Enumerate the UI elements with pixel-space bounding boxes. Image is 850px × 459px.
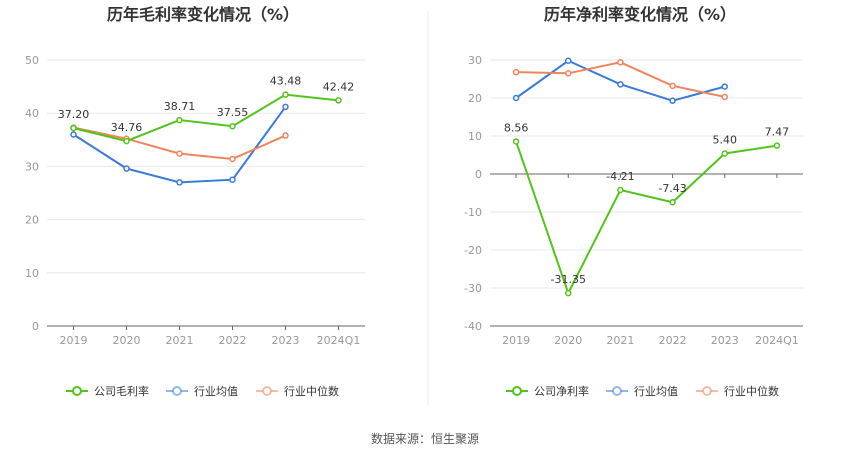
legend-label: 行业均值 (634, 385, 678, 398)
series-point-2 (617, 81, 624, 88)
series-line-3 (516, 61, 725, 98)
data-label: 43.48 (270, 75, 302, 88)
data-label: 37.55 (217, 106, 249, 119)
chart-2: 历年净利率变化情况（%） -40 -30 -20 -10 0 10 20 30 2019 2020 2… (464, 5, 803, 398)
y-tick-label: 20 (468, 92, 482, 105)
series-point-2 (123, 165, 130, 172)
data-label: 34.76 (111, 121, 143, 134)
series-line-1 (73, 93, 339, 143)
series-point-2 (721, 83, 728, 90)
series-point-2 (229, 176, 236, 183)
series-point-2 (176, 179, 183, 186)
x-tick-label: 2024Q1 (317, 334, 361, 347)
y-tick-label: 0 (475, 168, 482, 181)
y-tick-label: 30 (25, 160, 39, 173)
x-tick-label: 2020 (554, 334, 582, 347)
x-tick-label: 2020 (113, 334, 141, 347)
series-point-2 (512, 94, 520, 102)
legend-item-1: 公司净利率 (506, 384, 589, 398)
data-label: 42.42 (323, 80, 355, 93)
data-label: -31.35 (551, 273, 586, 286)
x-tick-label: 2019 (60, 334, 88, 347)
series-point-3 (282, 132, 289, 139)
series-point-1 (229, 122, 236, 130)
y-tick-label: 40 (25, 107, 39, 120)
series-point-3 (617, 59, 624, 66)
y-tick-label: 20 (25, 214, 39, 227)
legend-item-3: 行业中位数 (256, 384, 339, 398)
y-tick-label: 10 (468, 130, 482, 143)
series-point-1 (123, 137, 130, 145)
legend-marker (172, 386, 182, 396)
legend-marker (512, 386, 522, 396)
legend-label: 公司净利率 (534, 384, 589, 398)
data-label: 5.40 (713, 133, 738, 146)
legend-marker (72, 386, 82, 396)
series-point-1 (70, 124, 77, 132)
data-label: 38.71 (164, 100, 196, 113)
series-point-1 (617, 186, 624, 194)
chart-1: 历年毛利率变化情况（%） 0 10 20 30 40 50 2019 2020 2021 2022 2… (25, 5, 365, 398)
data-source-note: 数据来源：恒生聚源 (370, 432, 479, 446)
legend-label: 公司毛利率 (94, 384, 149, 398)
series-point-3 (721, 93, 728, 101)
series-point-3 (176, 150, 183, 157)
y-tick-label: 30 (468, 54, 482, 67)
x-tick-label: 2021 (606, 334, 634, 347)
series-point-2 (565, 57, 572, 65)
series-point-3 (229, 155, 236, 163)
legend-marker (702, 386, 712, 396)
series-point-2 (70, 131, 77, 138)
x-tick-label: 2023 (711, 334, 739, 347)
series-point-1 (335, 97, 342, 104)
x-tick-label: 2022 (219, 334, 247, 347)
data-label: 7.47 (765, 126, 790, 139)
series-line-2 (515, 59, 726, 102)
series-line-1 (515, 141, 778, 296)
legend-label: 行业中位数 (724, 384, 779, 398)
y-tick-label: -40 (464, 320, 482, 333)
x-tick-label: 2021 (166, 334, 194, 347)
legend-item-2: 行业均值 (606, 385, 678, 398)
data-label: 8.56 (504, 121, 529, 134)
x-tick-label: 2022 (659, 334, 687, 347)
y-tick-label: -20 (464, 244, 482, 257)
legend-item-3: 行业中位数 (696, 384, 779, 398)
data-label: -4.21 (606, 170, 634, 183)
data-label: -7.43 (658, 182, 686, 195)
x-tick-label: 2023 (272, 334, 300, 347)
legend-marker (612, 386, 622, 396)
y-tick-label: 0 (32, 320, 39, 333)
series-point-1 (512, 138, 520, 145)
legend-label: 行业中位数 (284, 384, 339, 398)
series-point-1 (565, 289, 572, 297)
series-point-1 (282, 91, 289, 98)
series-point-1 (721, 150, 728, 157)
x-tick-label: 2019 (502, 334, 530, 347)
series-point-1 (773, 142, 781, 149)
series-point-3 (512, 68, 520, 76)
x-tick-label: 2024Q1 (755, 334, 799, 347)
legend-item-2: 行业均值 (166, 385, 238, 398)
y-tick-label: -10 (464, 206, 482, 219)
y-tick-label: -30 (464, 282, 482, 295)
series-point-2 (669, 97, 676, 104)
legend-marker (262, 386, 272, 396)
series-point-3 (565, 70, 572, 77)
series-point-1 (176, 116, 183, 124)
chart-title: 历年毛利率变化情况（%） (107, 5, 299, 24)
y-tick-label: 10 (25, 267, 39, 280)
legend-label: 行业均值 (194, 385, 238, 398)
data-label: 37.20 (58, 108, 90, 121)
series-point-3 (669, 82, 676, 90)
series-point-1 (669, 198, 676, 206)
chart-title: 历年净利率变化情况（%） (544, 5, 736, 24)
legend-item-1: 公司毛利率 (66, 384, 149, 398)
series-point-2 (282, 103, 289, 111)
y-tick-label: 50 (25, 54, 39, 67)
